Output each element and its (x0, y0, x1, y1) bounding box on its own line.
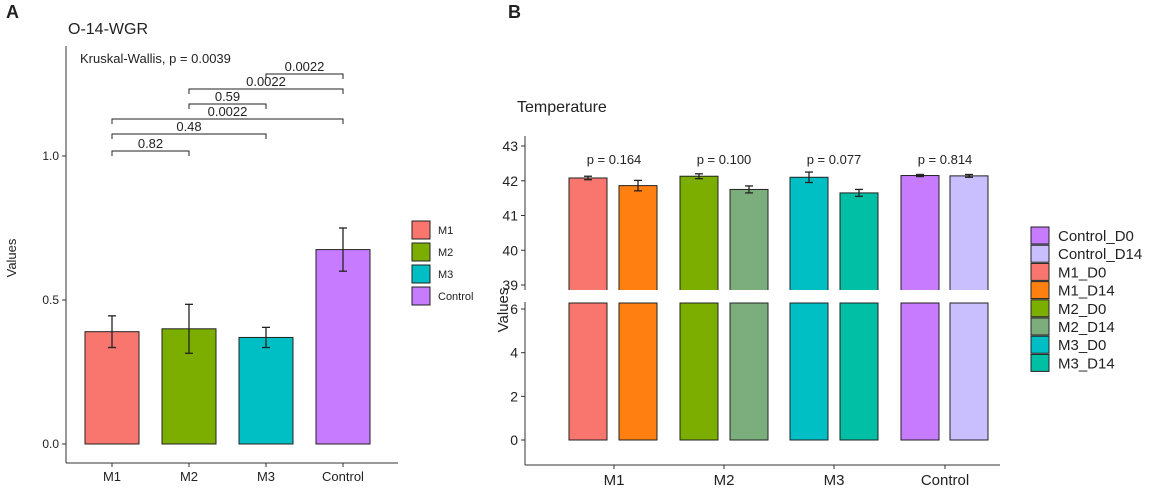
panel-b-legend-swatch (1030, 281, 1050, 300)
panel-b-bar-lower (618, 302, 658, 441)
panel-b-legend-label: M2_D14 (1058, 319, 1115, 336)
panel-a-x-tick-label: M1 (103, 469, 121, 484)
panel-a-bar (84, 331, 140, 445)
panel-b-bar-lower (949, 302, 989, 441)
panel-b-bar-upper (789, 176, 829, 292)
panel-b-x-tick-label: M2 (714, 472, 735, 489)
panel-b-legend-label: M1_D0 (1058, 264, 1106, 281)
panel-a-x-tick-label: M2 (180, 469, 198, 484)
panel-a-comparison-bracket (111, 150, 190, 156)
panel-b-bar-lower (839, 302, 879, 441)
panel-a-annotation: Kruskal-Wallis, p = 0.0039 (80, 51, 231, 66)
panel-b-y-tick-label: 41 (502, 208, 518, 224)
panel-a-legend-label: Control (438, 291, 473, 303)
panel-b-bar-upper (900, 175, 940, 292)
panel-b-bar-lower (789, 302, 829, 441)
panel-a-comparison-label: 0.59 (215, 89, 240, 104)
panel-a-comparison-bracket (111, 133, 267, 139)
panel-a-legend-swatch (411, 286, 431, 306)
panel-a-plot: 0.00.51.0M1 M2 M3 Control0.820.480.00220.59… (42, 46, 398, 484)
panel-a-comparison-label: 0.0022 (285, 59, 325, 74)
panel-b-pvalue-label: p = 0.077 (807, 152, 862, 167)
panel-b-bar-upper (729, 188, 769, 292)
panel-b-legend-label: Control_D14 (1058, 246, 1142, 263)
panel-b-ylabel: Values (495, 288, 512, 333)
panel-a-legend-swatch (411, 242, 431, 262)
panel-a-legend-label: M2 (438, 247, 453, 259)
panel-a-ylabel: Values (4, 238, 19, 277)
panel-a-comparison-label: 0.0022 (208, 104, 248, 119)
panel-a-comparison-label: 0.48 (176, 119, 201, 134)
panel-b-bar-upper (568, 177, 608, 292)
panel-b-legend-label: M1_D14 (1058, 283, 1115, 300)
panel-b-axis-break-band (524, 290, 1001, 302)
panel-a-y-tick-label: 0.0 (42, 437, 59, 451)
panel-a-bar (238, 336, 294, 445)
panel-b-title: Temperature (517, 99, 607, 116)
panel-b-bar-upper (839, 192, 879, 292)
panel-a-comparison-label: 0.82 (138, 136, 163, 151)
panel-a-x-tick-label: Control (322, 469, 364, 484)
panel-b-pvalue-label: p = 0.100 (697, 152, 752, 167)
panel-a-legend-label: M3 (438, 269, 453, 281)
panel-a-legend-label: M1 (438, 225, 453, 237)
panel-b-y-tick-label: 6 (510, 301, 518, 317)
panel-b-bar-lower (568, 302, 608, 441)
panel-b-x-tick-label: M3 (824, 472, 845, 489)
panel-b-y-tick-label: 43 (502, 138, 518, 154)
panel-b-y-tick-label: 2 (510, 388, 518, 404)
panel-a-comparison-bracket (188, 103, 267, 109)
panel-a-label: A (6, 2, 19, 22)
panel-b-legend-swatch (1030, 317, 1050, 336)
panel-b-legend-swatch (1030, 299, 1050, 318)
panel-a-x-tick-label: M3 (257, 469, 275, 484)
panel-b-legend-label: M3_D0 (1058, 337, 1106, 354)
panel-a-y-tick-label: 0.5 (42, 293, 59, 307)
panel-a-bar (315, 249, 371, 445)
panel-b-bar-upper (618, 185, 658, 292)
panel-b-plot: 39 40 41 42 43 0 2 4 6 p = 0.164 M1 p = 0.100 M2 p = … (502, 136, 1001, 489)
panel-b-bar-upper (949, 175, 989, 292)
panel-b-y-tick-label: 0 (510, 432, 518, 448)
panel-b-y-tick-label: 42 (502, 173, 518, 189)
panel-b-legend-swatch (1030, 353, 1050, 372)
panel-a-legend-swatch (411, 264, 431, 284)
panel-b-pvalue-label: p = 0.164 (587, 152, 642, 167)
panel-a-legend: M1 M2 M3 Control (411, 220, 473, 306)
panel-a-y-tick-label: 1.0 (42, 149, 59, 163)
panel-b-legend-label: M3_D14 (1058, 355, 1115, 372)
panel-b-legend-swatch (1030, 226, 1050, 245)
panel-a-comparison-bracket (111, 118, 344, 124)
panel-b-legend-label: M2_D0 (1058, 301, 1106, 318)
panel-b-y-tick-label: 40 (502, 242, 518, 258)
panel-b-pvalue-label: p = 0.814 (918, 152, 973, 167)
panel-b-x-tick-label: Control (921, 472, 969, 489)
panel-b-legend-swatch (1030, 244, 1050, 263)
panel-b-bar-upper (679, 175, 719, 292)
panel-b-legend-swatch (1030, 335, 1050, 354)
panel-b-legend-label: Control_D0 (1058, 228, 1134, 245)
panel-a-comparison-bracket (188, 88, 344, 94)
panel-b-bar-lower (679, 302, 719, 441)
panel-b-bar-lower (900, 302, 940, 441)
panel-b-bar-lower (729, 302, 769, 441)
panel-b-x-tick-label: M1 (604, 472, 625, 489)
panel-a-comparison-label: 0.0022 (246, 74, 286, 89)
panel-a-comparison-bracket (265, 73, 344, 79)
panel-a-title: O-14-WGR (68, 21, 148, 38)
panel-a-legend-swatch (411, 220, 431, 240)
panel-b-legend-swatch (1030, 262, 1050, 281)
panel-b-label: B (508, 2, 521, 22)
panel-b-y-tick-label: 4 (510, 345, 518, 361)
panel-b-y-tick-label: 39 (502, 277, 518, 293)
